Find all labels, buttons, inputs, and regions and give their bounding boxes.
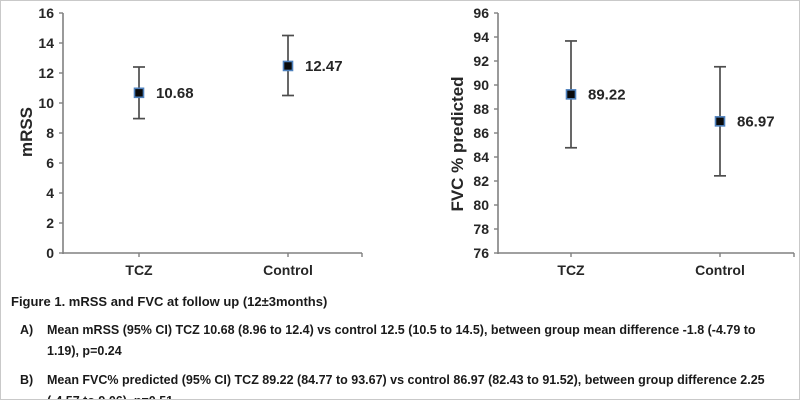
y-tick-label: 90	[473, 77, 489, 93]
note-b-text: Mean FVC% predicted (95% CI) TCZ 89.22 (…	[47, 373, 765, 399]
y-axis-title: mRSS	[17, 107, 36, 157]
y-tick-label: 94	[473, 29, 489, 45]
mean-marker	[133, 87, 145, 99]
y-tick-label: 96	[473, 5, 489, 21]
y-tick-label: 84	[473, 149, 489, 165]
note-a: A) Mean mRSS (95% CI) TCZ 10.68 (8.96 to…	[11, 320, 793, 361]
value-label: 10.68	[156, 85, 194, 102]
y-axis-title: FVC % predicted	[448, 76, 467, 211]
x-category-label: TCZ	[125, 262, 153, 278]
value-label: 12.47	[305, 58, 343, 75]
y-tick-label: 78	[473, 221, 489, 237]
y-tick-label: 86	[473, 125, 489, 141]
figure-caption: Figure 1. mRSS and FVC at follow up (12±…	[11, 294, 793, 399]
y-tick-label: 8	[46, 125, 54, 141]
mean-marker	[565, 89, 577, 100]
fvc-chart: 76 78 80 82 84 86 88 90 92 94 96 TCZ Control FVC % pr…	[448, 5, 795, 278]
mrss-chart: 0 2 4 6 8 10 12 14 16 TCZ Control mRSS 10.68 12.47	[17, 5, 363, 278]
note-a-text: Mean mRSS (95% CI) TCZ 10.68 (8.96 to 12…	[47, 323, 756, 358]
x-category-label: Control	[263, 262, 313, 278]
x-category-label: TCZ	[557, 262, 585, 278]
mean-marker	[714, 116, 726, 127]
note-b-label: B)	[20, 373, 34, 388]
y-tick-label: 0	[46, 245, 54, 261]
y-tick-label: 92	[473, 53, 489, 69]
value-label: 86.97	[737, 113, 775, 130]
figure-title: Figure 1. mRSS and FVC at follow up (12±…	[11, 294, 328, 309]
note-a-label: A)	[20, 323, 34, 337]
y-tick-label: 16	[38, 5, 54, 21]
value-label: 89.22	[588, 86, 626, 103]
x-category-label: Control	[695, 262, 745, 278]
y-tick-label: 10	[38, 95, 54, 111]
y-tick-label: 80	[473, 197, 489, 213]
mean-marker	[282, 60, 294, 72]
y-tick-label: 6	[46, 155, 54, 171]
y-tick-label: 4	[46, 185, 54, 201]
y-tick-label: 2	[46, 215, 54, 231]
y-tick-label: 88	[473, 101, 489, 117]
y-tick-label: 76	[473, 245, 489, 261]
y-tick-label: 14	[38, 35, 54, 51]
y-tick-label: 12	[38, 65, 54, 81]
note-b: B) Mean FVC% predicted (95% CI) TCZ 89.2…	[11, 370, 793, 399]
y-tick-label: 82	[473, 173, 489, 189]
